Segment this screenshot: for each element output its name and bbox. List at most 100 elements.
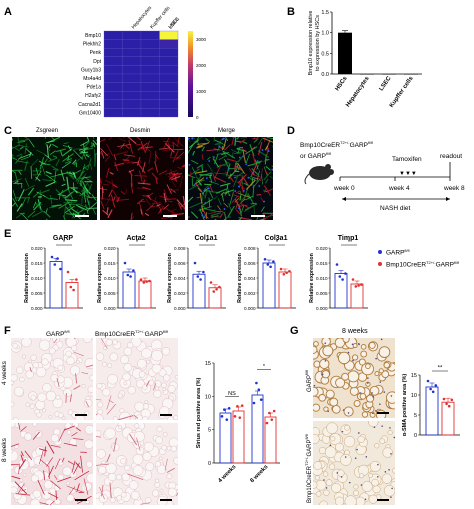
fiber: [73, 161, 77, 166]
vacuole: [61, 416, 66, 420]
y-tick-label: 10: [205, 394, 211, 400]
vacuole: [132, 465, 144, 476]
fiber: [197, 143, 206, 145]
vacuole: [35, 366, 47, 378]
nucleus: [384, 471, 387, 473]
nucleus: [348, 481, 351, 484]
fiber: [220, 191, 225, 196]
vacuole: [32, 489, 41, 499]
fiber: [130, 212, 133, 220]
y-tick-label: 0.002: [174, 291, 186, 296]
vacuole: [119, 411, 131, 420]
vacuole: [96, 448, 106, 459]
desmin-micrograph: [100, 137, 185, 220]
vacuole: [69, 365, 81, 376]
asma-micrograph-ko: [313, 421, 395, 505]
collagen-strand: [73, 438, 84, 440]
fiber: [61, 183, 66, 187]
vacuole: [97, 401, 104, 408]
cell-outline: [313, 386, 319, 397]
fiber: [15, 211, 25, 219]
fiber: [92, 139, 97, 146]
y-tick-label: 0.010: [104, 276, 116, 281]
panel-f-col-ko: Bmp10CreERT2+/-GARPfl/fl: [95, 329, 169, 339]
fiber: [79, 151, 89, 154]
vacuole: [133, 431, 145, 443]
nucleus: [391, 487, 393, 490]
heatmap-col-label: LSEC: [168, 16, 181, 30]
fiber: [130, 183, 134, 194]
heatmap-cell: [140, 108, 160, 118]
heatmap-cell: [103, 82, 123, 92]
fiber: [154, 196, 157, 203]
data-point: [344, 272, 347, 275]
fiber: [271, 165, 273, 167]
fiber: [130, 216, 135, 220]
vacuole: [96, 352, 105, 361]
collagen-strand: [49, 500, 55, 505]
data-point: [215, 287, 218, 291]
fiber: [188, 182, 202, 191]
fiber: [35, 203, 44, 213]
cell-outline: [358, 358, 366, 366]
fiber: [228, 203, 232, 211]
fiber: [112, 184, 118, 188]
collagen-strand: [108, 399, 114, 404]
vacuole: [19, 478, 24, 482]
y-tick-label: 0.020: [104, 246, 116, 251]
cell-outline: [357, 464, 369, 476]
data-point: [434, 384, 438, 387]
fiber: [232, 176, 239, 188]
fiber: [108, 137, 113, 141]
data-point: [218, 285, 221, 289]
fiber: [212, 158, 219, 168]
data-point: [282, 272, 286, 276]
fiber: [252, 153, 257, 165]
vacuole: [162, 387, 166, 392]
fiber: [130, 175, 133, 187]
fiber: [128, 169, 135, 173]
fiber: [83, 166, 88, 171]
fiber: [182, 195, 185, 209]
fiber: [170, 179, 176, 187]
fiber: [27, 187, 35, 196]
vacuole: [156, 464, 167, 475]
panel-g-chart: 0 5 10 15α-SMA positive area (%) **: [402, 366, 460, 439]
asma-micrograph-control: [313, 338, 395, 418]
fiber: [160, 216, 173, 219]
vacuole: [48, 347, 56, 355]
vacuole: [143, 441, 154, 452]
fiber: [49, 150, 57, 155]
vacuole: [43, 480, 53, 490]
fiber: [245, 179, 256, 190]
fiber: [101, 150, 105, 159]
fiber: [255, 160, 263, 164]
fiber: [239, 195, 242, 201]
fiber: [250, 202, 257, 205]
vacuole: [81, 384, 86, 389]
chart-title: Col1a1: [195, 235, 218, 242]
fiber: [240, 205, 245, 213]
y-tick-label: 0.004: [244, 276, 256, 281]
cell-outline: [318, 393, 327, 402]
nucleus: [389, 427, 391, 429]
fiber: [231, 137, 236, 138]
data-point: [338, 275, 342, 278]
data-point: [351, 278, 355, 281]
nucleus: [325, 487, 328, 489]
heatmap-cell: [159, 39, 179, 49]
vacuole: [104, 427, 116, 439]
collagen-strand: [11, 475, 21, 480]
collagen-strand: [71, 460, 76, 473]
y-tick-label: 0.002: [244, 291, 256, 296]
vacuole: [41, 358, 49, 366]
fiber: [24, 184, 35, 191]
fiber: [226, 185, 230, 196]
vacuole: [16, 366, 24, 374]
fiber: [225, 190, 229, 195]
cell-outline: [372, 485, 381, 494]
fiber: [18, 153, 31, 160]
fiber: [80, 147, 89, 153]
nucleus: [201, 214, 204, 217]
nucleus: [354, 457, 357, 459]
